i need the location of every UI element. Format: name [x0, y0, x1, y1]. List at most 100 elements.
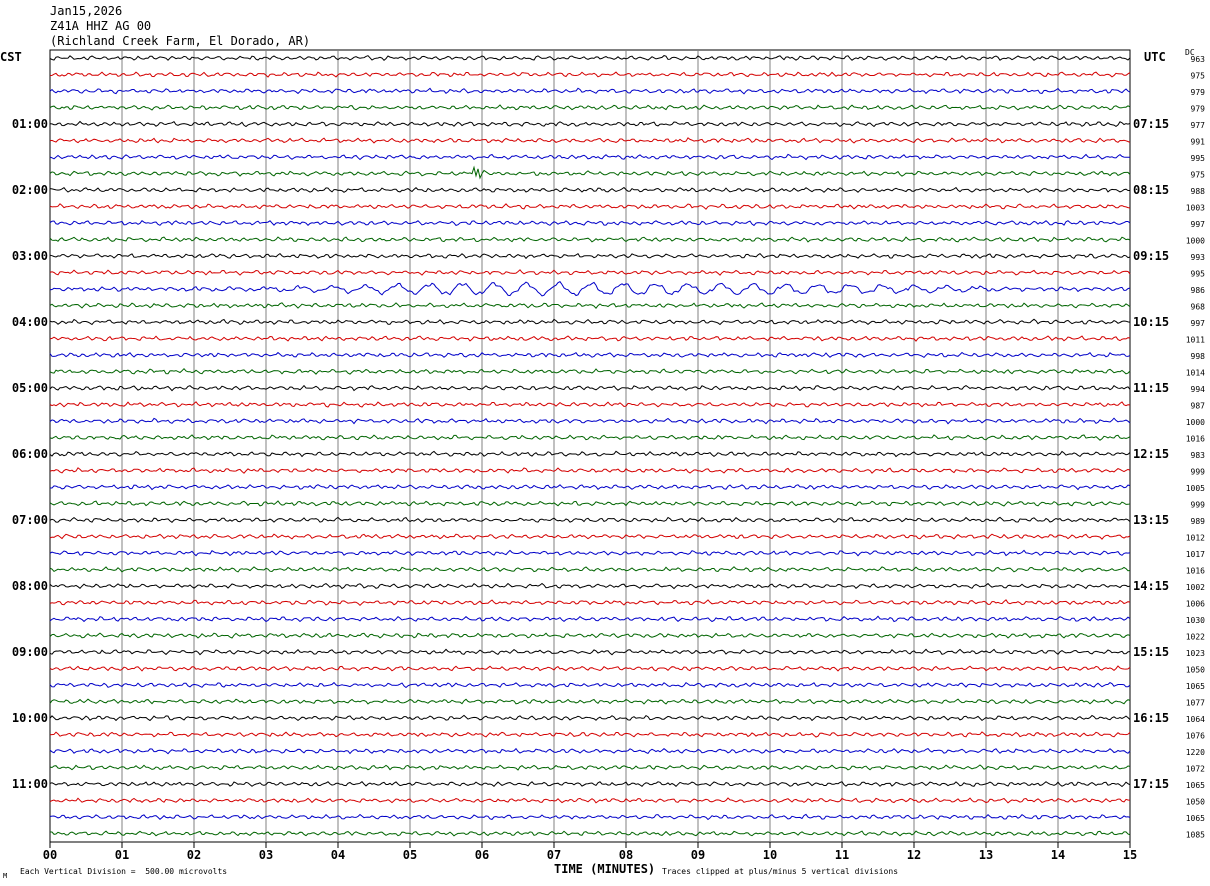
- dc-value-label: 1065: [1186, 682, 1205, 691]
- dc-column-label: DC: [1185, 48, 1195, 57]
- dc-value-label: 999: [1191, 501, 1206, 510]
- seismic-trace: [49, 648, 1131, 656]
- dc-value-label: 1000: [1186, 418, 1205, 427]
- x-tick-label: 14: [1051, 848, 1065, 862]
- seismic-trace: [49, 813, 1131, 821]
- dc-value-label: 1002: [1186, 583, 1205, 592]
- dc-value-label: 1012: [1186, 534, 1205, 543]
- dc-value-label: 994: [1191, 385, 1206, 394]
- dc-value-label: 1050: [1186, 666, 1205, 675]
- seismic-trace: [49, 632, 1131, 639]
- header-date: Jan15,2026: [50, 4, 123, 18]
- seismic-trace: [49, 516, 1131, 523]
- seismic-trace: [49, 281, 1131, 297]
- dc-value-label: 999: [1191, 468, 1206, 477]
- seismic-trace: [49, 549, 1131, 557]
- x-tick-label: 13: [979, 848, 993, 862]
- seismic-trace: [49, 665, 1131, 672]
- timezone-left-label: CST: [0, 50, 22, 64]
- seismic-trace: [49, 269, 1131, 276]
- seismic-trace: [49, 582, 1131, 590]
- right-hour-label: 07:15: [1133, 117, 1169, 131]
- seismic-trace: [49, 714, 1131, 722]
- dc-value-label: 1014: [1186, 369, 1205, 378]
- header-location: (Richland Creek Farm, El Dorado, AR): [50, 34, 311, 48]
- seismic-trace: [49, 220, 1131, 227]
- seismic-trace: [50, 484, 1131, 491]
- x-tick-label: 08: [619, 848, 633, 862]
- dc-value-label: 1016: [1186, 567, 1205, 576]
- dc-value-label: 979: [1191, 88, 1206, 97]
- dc-value-label: 1085: [1186, 831, 1205, 840]
- dc-value-label: 993: [1191, 253, 1206, 262]
- left-hour-label: 05:00: [12, 381, 48, 395]
- seismic-trace: [49, 434, 1131, 441]
- dc-value-label: 1005: [1186, 484, 1205, 493]
- header-station: Z41A HHZ AG 00: [50, 19, 152, 33]
- dc-value-label: 986: [1191, 286, 1206, 295]
- x-tick-label: 06: [475, 848, 489, 862]
- clip-note: Traces clipped at plus/minus 5 vertical …: [662, 867, 899, 876]
- seismic-trace: [49, 137, 1131, 144]
- dc-value-label: 1000: [1186, 237, 1205, 246]
- dc-value-label: 1022: [1186, 633, 1205, 642]
- left-hour-label: 03:00: [12, 249, 48, 263]
- right-hour-label: 17:15: [1133, 777, 1169, 791]
- seismic-trace: [49, 120, 1131, 128]
- seismic-trace: [49, 566, 1131, 573]
- seismic-trace: [49, 351, 1131, 359]
- seismic-trace: [49, 252, 1131, 260]
- grid-lines: [49, 49, 1131, 848]
- left-hour-label: 04:00: [12, 315, 48, 329]
- dc-value-label: 995: [1191, 154, 1206, 163]
- dc-value-label: 963: [1191, 55, 1206, 64]
- dc-value-label: 1077: [1186, 699, 1205, 708]
- dc-value-label: 997: [1191, 319, 1206, 328]
- seismic-trace: [49, 153, 1130, 161]
- seismic-trace: [49, 747, 1131, 755]
- x-tick-label: 01: [115, 848, 129, 862]
- dc-value-label: 979: [1191, 105, 1206, 114]
- right-hour-label: 12:15: [1133, 447, 1169, 461]
- right-hour-label: 13:15: [1133, 513, 1169, 527]
- seismic-trace: [49, 335, 1131, 342]
- left-hour-label: 02:00: [12, 183, 48, 197]
- dc-value-label: 998: [1191, 352, 1206, 361]
- right-hour-label: 14:15: [1133, 579, 1169, 593]
- x-tick-label: 00: [43, 848, 57, 862]
- seismic-trace: [49, 302, 1131, 309]
- seismic-trace: [49, 533, 1131, 540]
- timezone-right-label: UTC: [1144, 50, 1166, 64]
- dc-value-label: 975: [1191, 171, 1206, 180]
- seismic-trace: [49, 681, 1131, 689]
- seismic-trace: [49, 417, 1131, 425]
- left-hour-label: 01:00: [12, 117, 48, 131]
- seismic-trace: [49, 384, 1131, 392]
- scale-note: Each Vertical Division = 500.00 microvol…: [20, 867, 228, 876]
- x-axis-title: TIME (MINUTES): [554, 862, 656, 876]
- left-hour-label: 09:00: [12, 645, 48, 659]
- seismic-trace: [49, 165, 1131, 180]
- dc-value-label: 995: [1191, 270, 1206, 279]
- x-tick-label: 09: [691, 848, 705, 862]
- dc-value-label: 997: [1191, 220, 1206, 229]
- right-hour-label: 08:15: [1133, 183, 1169, 197]
- seismic-trace: [49, 104, 1131, 111]
- x-tick-label: 10: [763, 848, 777, 862]
- axis-labels: 00 01 02 03 04 05 06 07 08 09 10 11 12 13 14 1596397597…: [12, 55, 1205, 862]
- dc-value-label: 1006: [1186, 600, 1205, 609]
- dc-value-label: 991: [1191, 138, 1206, 147]
- seismic-trace: [49, 186, 1130, 194]
- dc-value-label: 1023: [1186, 649, 1205, 658]
- seismic-trace: [49, 203, 1131, 210]
- x-tick-label: 03: [259, 848, 273, 862]
- dc-value-label: 1050: [1186, 798, 1205, 807]
- x-tick-label: 07: [547, 848, 561, 862]
- corner-mark: M: [3, 872, 8, 880]
- x-tick-label: 12: [907, 848, 921, 862]
- dc-value-label: 983: [1191, 451, 1206, 460]
- seismic-trace: [49, 698, 1131, 705]
- dc-value-label: 1065: [1186, 781, 1205, 790]
- dc-value-label: 1076: [1186, 732, 1205, 741]
- seismic-trace: [49, 467, 1131, 474]
